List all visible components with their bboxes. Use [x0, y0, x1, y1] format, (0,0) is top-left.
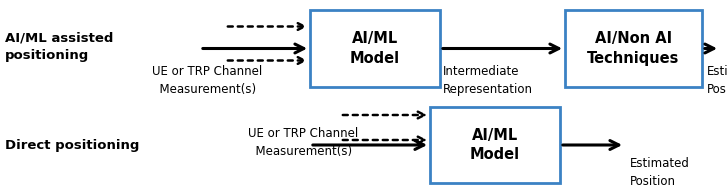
- FancyBboxPatch shape: [565, 10, 702, 87]
- Text: Estimated
Position: Estimated Position: [630, 157, 690, 188]
- Text: UE or TRP Channel
  Measurement(s): UE or TRP Channel Measurement(s): [152, 65, 262, 96]
- Text: UE or TRP Channel
  Measurement(s): UE or TRP Channel Measurement(s): [248, 127, 358, 158]
- Text: AI/Non AI
Techniques: AI/Non AI Techniques: [587, 31, 680, 66]
- Text: AI/ML
Model: AI/ML Model: [470, 128, 520, 162]
- Text: AI/ML assisted
positioning: AI/ML assisted positioning: [5, 32, 113, 63]
- FancyBboxPatch shape: [430, 107, 560, 183]
- Text: Direct positioning: Direct positioning: [5, 138, 140, 152]
- Text: AI/ML
Model: AI/ML Model: [350, 31, 400, 66]
- Text: Intermediate
Representation: Intermediate Representation: [443, 65, 533, 96]
- FancyBboxPatch shape: [310, 10, 440, 87]
- Text: Estimated
Position: Estimated Position: [707, 65, 727, 96]
